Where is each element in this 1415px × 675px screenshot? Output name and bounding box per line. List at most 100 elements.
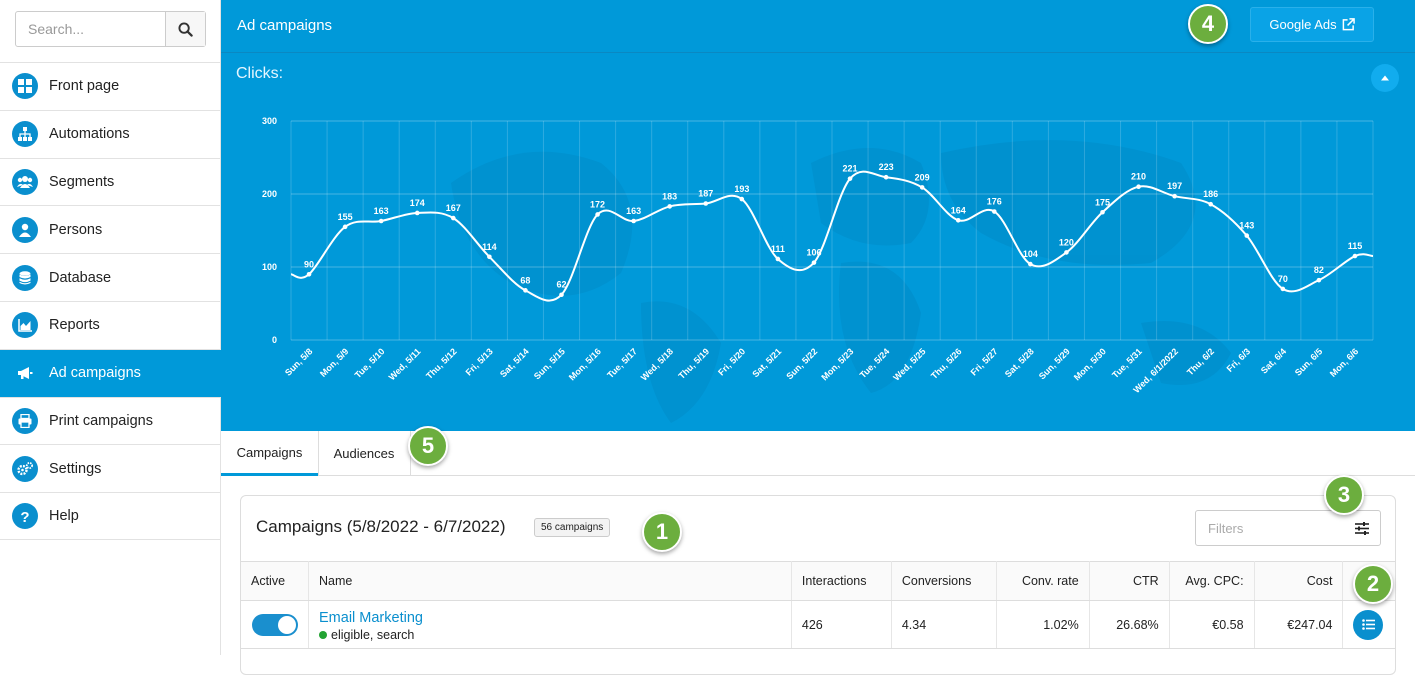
data-label: 155	[338, 212, 353, 222]
status-dot-icon	[319, 630, 327, 639]
sidebar-item-label: Persons	[49, 221, 103, 238]
page-header: Ad campaigns Google Ads	[221, 0, 1415, 53]
collapse-chart-button[interactable]	[1371, 64, 1399, 92]
sidebar: Front page Automations Segments Persons …	[0, 0, 221, 655]
data-point	[703, 201, 709, 206]
data-label: 104	[1023, 249, 1038, 259]
data-label: 197	[1167, 181, 1182, 191]
active-toggle[interactable]	[252, 613, 298, 636]
x-tick-label: Tue, 5/10	[353, 346, 387, 380]
megaphone-icon	[12, 360, 38, 386]
filters-field[interactable]	[1195, 510, 1381, 546]
campaign-status: eligible, search	[319, 628, 781, 642]
search-input[interactable]	[16, 12, 165, 46]
cell-active	[241, 600, 309, 649]
sidebar-item-label: Database	[49, 269, 112, 286]
column-header-cost[interactable]: Cost	[1254, 561, 1344, 601]
data-label: 114	[482, 242, 497, 252]
x-tick-label: Tue, 5/17	[605, 346, 639, 380]
sidebar-item-print-campaigns[interactable]: Print campaigns	[0, 396, 221, 445]
data-label: 70	[1278, 274, 1288, 284]
search-button[interactable]	[165, 12, 205, 46]
user-icon	[12, 216, 38, 243]
data-label: 111	[771, 244, 785, 254]
sidebar-item-label: Segments	[49, 173, 115, 190]
data-label: 82	[1314, 265, 1324, 275]
sidebar-item-settings[interactable]: Settings	[0, 444, 221, 492]
x-tick-label: Sun, 5/22	[784, 346, 819, 381]
column-header-active[interactable]: Active	[241, 561, 309, 601]
sidebar-item-help[interactable]: ? Help	[0, 492, 221, 540]
callout-badge-1: 1	[642, 512, 682, 552]
x-tick-label: Sat, 5/14	[498, 346, 531, 379]
column-header-interactions[interactable]: Interactions	[791, 561, 892, 601]
google-ads-label: Google Ads	[1269, 17, 1337, 32]
data-label: 209	[915, 172, 930, 182]
clicks-chart: Clicks: 0 100 200 300 Sun, 5/8 Mon, 5/9 Tue, …	[221, 53, 1415, 431]
data-label: 223	[879, 162, 894, 172]
column-header-ctr[interactable]: CTR	[1089, 561, 1170, 601]
column-header-conversions[interactable]: Conversions	[891, 561, 997, 601]
data-label: 175	[1095, 197, 1110, 207]
column-header-conv-rate[interactable]: Conv. rate	[996, 561, 1090, 601]
tab-audiences[interactable]: Audiences	[318, 431, 410, 476]
cell-actions	[1342, 600, 1395, 649]
data-point	[378, 218, 384, 224]
data-label: 163	[374, 206, 389, 216]
x-tick-label: Thu, 5/26	[929, 346, 964, 381]
sidebar-item-persons[interactable]: Persons	[0, 205, 221, 253]
data-point	[523, 288, 528, 293]
sidebar-item-database[interactable]: Database	[0, 253, 221, 301]
x-tick-label: Sun, 5/29	[1037, 346, 1072, 381]
x-tick-label: Fri, 5/27	[969, 346, 1000, 377]
table-header-row: Active Name Interactions Conversions Con…	[241, 561, 1395, 601]
tab-campaigns[interactable]: Campaigns	[221, 431, 318, 476]
sidebar-item-reports[interactable]: Reports	[0, 300, 221, 349]
clicks-series-line	[290, 170, 1374, 302]
campaigns-title: Campaigns (5/8/2022 - 6/7/2022)	[256, 517, 506, 536]
campaign-name-link[interactable]: Email Marketing	[319, 609, 423, 626]
svg-text:?: ?	[20, 509, 29, 524]
sidebar-item-segments[interactable]: Segments	[0, 157, 221, 206]
data-point	[342, 224, 348, 230]
column-header-name[interactable]: Name	[308, 561, 792, 601]
table-row: Email Marketing eligible, search 426 4.3…	[241, 600, 1395, 649]
x-tick-label: Fri, 5/20	[716, 346, 747, 377]
sidebar-item-automations[interactable]: Automations	[0, 109, 221, 158]
x-tick-label: Sat, 6/4	[1259, 346, 1288, 375]
y-tick-label: 200	[262, 189, 277, 199]
sliders-icon	[1355, 521, 1369, 535]
data-point	[1028, 261, 1033, 267]
x-tick-label: Mon, 5/30	[1072, 346, 1108, 382]
sidebar-item-label: Help	[49, 508, 79, 525]
tab-divider	[318, 431, 319, 476]
chart-title: Clicks:	[236, 65, 284, 82]
x-tick-label: Mon, 5/16	[567, 346, 603, 382]
data-point	[1136, 184, 1141, 189]
sidebar-item-front-page[interactable]: Front page	[0, 62, 221, 110]
y-tick-label: 0	[272, 335, 277, 345]
data-label: 186	[1203, 189, 1218, 199]
data-label: 62	[556, 280, 566, 290]
x-tick-label: Wed, 5/11	[387, 346, 423, 382]
x-tick-label: Thu, 5/12	[424, 346, 459, 381]
printer-icon	[12, 407, 38, 434]
column-header-avg-cpc[interactable]: Avg. CPC:	[1169, 561, 1255, 601]
status-text: eligible, search	[331, 627, 415, 642]
row-menu-button[interactable]	[1353, 609, 1384, 640]
data-point	[775, 256, 781, 262]
sidebar-nav: Front page Automations Segments Persons …	[0, 62, 221, 540]
callout-badge-2: 2	[1353, 564, 1393, 604]
external-link-icon	[1342, 18, 1355, 31]
data-label: 183	[662, 191, 677, 201]
data-point	[306, 272, 312, 277]
search-icon	[178, 21, 193, 37]
grid-icon	[12, 73, 38, 100]
filters-input[interactable]	[1208, 520, 1338, 536]
sidebar-item-ad-campaigns[interactable]: Ad campaigns	[0, 348, 221, 397]
cell-ctr: 26.68%	[1089, 600, 1170, 649]
campaign-count-badge: 56 campaigns	[534, 518, 611, 537]
data-point	[631, 218, 636, 224]
main-content: Ad campaigns Google Ads Clicks: 0 100 200 3…	[221, 0, 1415, 675]
google-ads-button[interactable]: Google Ads	[1250, 7, 1374, 42]
